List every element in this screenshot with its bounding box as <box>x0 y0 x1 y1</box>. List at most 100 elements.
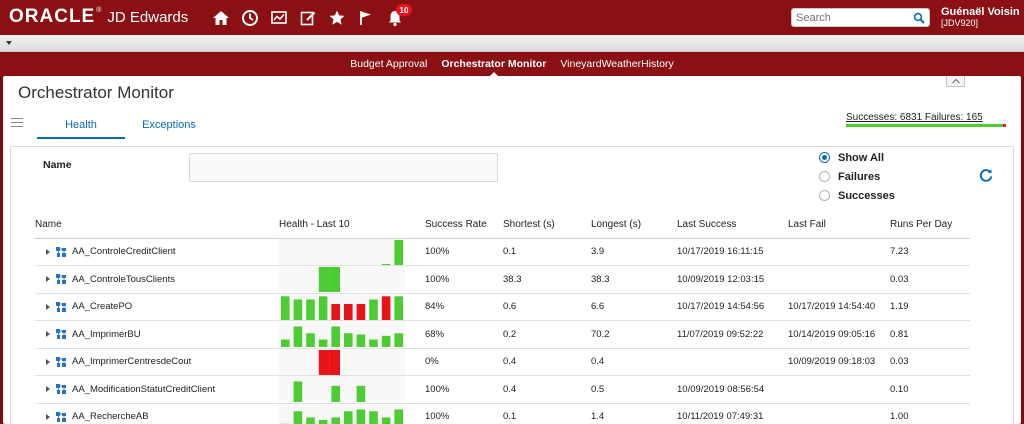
home-icon[interactable] <box>208 8 234 28</box>
orchestration-name[interactable]: AA_ModificationStatutCreditClient <box>72 383 216 395</box>
watchlist-icon[interactable] <box>266 8 292 28</box>
health-bar-success[interactable] <box>344 411 353 424</box>
orchestration-name[interactable]: AA_ControleCreditClient <box>72 246 176 258</box>
expand-row-icon[interactable] <box>46 358 50 365</box>
oracle-jde-logo[interactable]: ORACLE ® JD Edwards <box>9 6 188 27</box>
table-row[interactable]: AA_CreatePO 84% 0.6 6.6 10/17/2019 14:54:56 1… <box>35 293 970 321</box>
search-input[interactable] <box>796 10 906 25</box>
last-success-cell: 10/09/2019 08:56:54 <box>677 375 788 404</box>
health-bar-success[interactable] <box>281 296 290 320</box>
health-bar-success[interactable] <box>381 417 391 424</box>
menu-dropdown-icon[interactable] <box>6 41 12 45</box>
recent-icon[interactable] <box>237 8 263 28</box>
health-bar-success[interactable] <box>318 296 328 320</box>
radio-show-all[interactable]: Show All <box>819 148 895 167</box>
expand-row-icon[interactable] <box>46 331 50 338</box>
health-bar-success[interactable] <box>369 339 378 348</box>
health-bar-failure[interactable] <box>356 303 366 320</box>
success-failure-summary[interactable]: Successes: 6831 Failures: 165 <box>846 112 1006 127</box>
health-bar-success[interactable] <box>394 333 403 348</box>
column-header-shortest[interactable]: Shortest (s) <box>503 211 591 239</box>
expand-row-icon[interactable] <box>46 413 50 420</box>
app-tab-vineyard-weather-history[interactable]: VineyardWeatherHistory <box>560 58 674 70</box>
flag-icon[interactable] <box>353 8 379 28</box>
shortest-cell: 0.6 <box>503 293 591 321</box>
health-bar-success[interactable] <box>318 419 328 424</box>
table-row[interactable]: AA_ControleCreditClient 100% 0.1 3.9 10/17/2… <box>35 238 970 266</box>
health-bar-success[interactable] <box>394 296 403 320</box>
collapse-header-button[interactable] <box>946 76 965 87</box>
column-header-last-success[interactable]: Last Success <box>677 211 788 239</box>
expand-row-icon[interactable] <box>46 248 50 255</box>
orchestration-name[interactable]: AA_CreatePO <box>72 301 133 313</box>
health-bar-success[interactable] <box>369 299 378 320</box>
orchestration-name-cell: AA_ModificationStatutCreditClient <box>35 375 279 404</box>
success-rate-cell: 100% <box>413 375 503 404</box>
expand-row-icon[interactable] <box>46 386 50 393</box>
hamburger-menu-icon[interactable] <box>11 118 23 127</box>
health-bar-success[interactable] <box>381 336 391 348</box>
health-bar-success[interactable] <box>329 267 340 293</box>
health-bar-failure[interactable] <box>329 349 340 375</box>
health-bar-success[interactable] <box>331 417 340 424</box>
column-header-longest[interactable]: Longest (s) <box>591 211 677 239</box>
expand-row-icon[interactable] <box>46 276 50 283</box>
orchestration-name[interactable]: AA_ImprimerBU <box>72 328 141 340</box>
user-menu[interactable]: Guénaël Voisin [JDV920] <box>941 7 1020 29</box>
orchestration-name-cell: AA_ControleTousClients <box>35 265 279 294</box>
health-bar-failure[interactable] <box>331 303 340 320</box>
expand-row-icon[interactable] <box>46 303 50 310</box>
summary-ratio-bar <box>846 124 1006 127</box>
health-bar-success[interactable] <box>318 339 328 348</box>
health-bar-success[interactable] <box>381 263 391 265</box>
health-bar-success[interactable] <box>306 333 315 348</box>
radio-failures[interactable]: Failures <box>819 167 895 186</box>
health-bar-failure[interactable] <box>318 349 330 375</box>
table-row[interactable]: AA_ModificationStatutCreditClient 100% 0.4… <box>35 375 970 404</box>
table-row[interactable]: AA_ImprimerBU 68% 0.2 70.2 11/07/2019 09:52:… <box>35 320 970 349</box>
health-bar-success[interactable] <box>318 267 330 293</box>
last-success-cell: 10/11/2019 07:49:31 <box>677 403 788 424</box>
column-header-name[interactable]: Name <box>35 211 279 239</box>
health-bar-success[interactable] <box>293 411 303 424</box>
health-bar-failure[interactable] <box>381 296 391 320</box>
health-bar-success[interactable] <box>356 386 366 403</box>
column-header-last-fail[interactable]: Last Fail <box>788 211 890 239</box>
radio-successes[interactable]: Successes <box>819 186 895 205</box>
favorites-icon[interactable] <box>324 8 350 28</box>
app-tab-orchestrator-monitor[interactable]: Orchestrator Monitor <box>441 58 547 77</box>
name-filter-input[interactable] <box>189 153 498 182</box>
health-bar-success[interactable] <box>293 326 303 348</box>
health-bar-success[interactable] <box>344 333 353 348</box>
health-bar-success[interactable] <box>293 299 303 320</box>
table-row[interactable]: AA_ControleTousClients 100% 38.3 38.3 10/09/… <box>35 265 970 294</box>
last-success-cell <box>677 348 788 376</box>
app-tab-budget-approval[interactable]: Budget Approval <box>350 58 428 70</box>
health-bar-failure[interactable] <box>344 303 353 320</box>
table-row[interactable]: AA_RechercheAB 100% 0.1 1.4 10/11/2019 07:49… <box>35 403 970 424</box>
search-icon[interactable] <box>911 10 927 25</box>
orchestration-name[interactable]: AA_ImprimerCentresdeCout <box>72 356 192 368</box>
orchestration-name[interactable]: AA_RechercheAB <box>72 411 149 423</box>
orchestration-name[interactable]: AA_ControleTousClients <box>72 273 175 285</box>
health-bar-success[interactable] <box>356 409 366 424</box>
health-bar-success[interactable] <box>293 381 303 403</box>
table-row[interactable]: AA_ImprimerCentresdeCout 0% 0.4 0.4 10/09/20… <box>35 348 970 376</box>
column-header-success-rate[interactable]: Success Rate <box>413 211 503 239</box>
health-bar-success[interactable] <box>394 239 403 265</box>
health-bar-success[interactable] <box>306 299 315 320</box>
column-header-health[interactable]: Health - Last 10 <box>279 211 413 239</box>
health-bar-success[interactable] <box>331 386 340 403</box>
tab-exceptions[interactable]: Exceptions <box>142 119 196 131</box>
health-bar-success[interactable] <box>369 411 378 424</box>
refresh-icon[interactable] <box>978 167 994 183</box>
health-bar-success[interactable] <box>306 417 315 424</box>
health-bar-success[interactable] <box>394 409 403 424</box>
health-bar-success[interactable] <box>281 339 290 348</box>
column-header-runs-per-day[interactable]: Runs Per Day <box>890 211 970 239</box>
health-bar-success[interactable] <box>356 334 366 348</box>
bell-icon[interactable]: 10 <box>382 4 412 28</box>
tab-health[interactable]: Health <box>37 114 125 139</box>
edit-icon[interactable] <box>295 8 321 28</box>
health-bar-success[interactable] <box>331 326 340 348</box>
